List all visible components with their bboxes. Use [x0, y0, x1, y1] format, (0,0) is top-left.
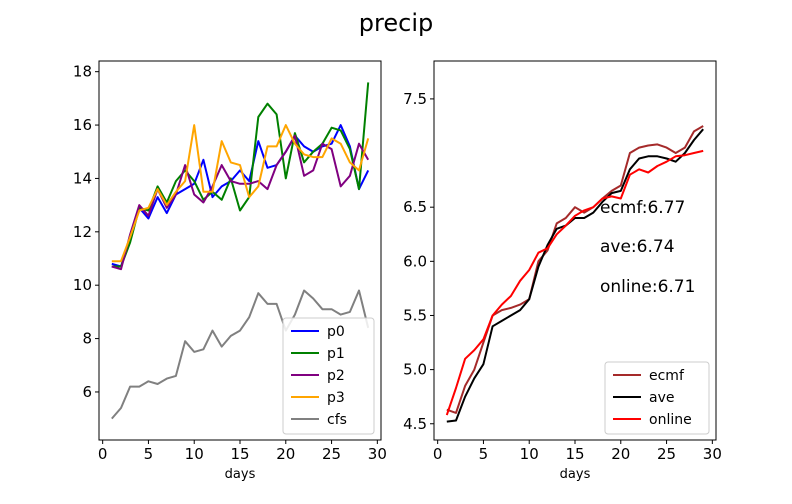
y-tick-label: 12 [73, 223, 92, 241]
x-tick-label: 5 [144, 445, 154, 463]
legend-box [282, 317, 375, 435]
x-axis-label: days [225, 467, 256, 482]
y-tick-label: 14 [73, 169, 92, 187]
series-line-p1 [111, 82, 370, 268]
y-tick-label: 5.5 [403, 306, 427, 324]
x-tick-label: 15 [565, 445, 584, 463]
legend-label-p3: p3 [327, 390, 345, 406]
legend-label-p1: p1 [327, 346, 345, 362]
y-tick-label: 4.5 [403, 415, 427, 433]
series-line-p3 [111, 124, 370, 263]
annotation-text: online:6.71 [600, 277, 695, 297]
y-tick-label: 6.5 [403, 198, 427, 216]
y-tick-label: 6 [82, 383, 92, 401]
y-tick-label: 7.5 [403, 90, 427, 108]
series-line-p0 [111, 124, 370, 268]
y-tick-label: 8 [82, 330, 92, 348]
x-tick-label: 20 [611, 445, 630, 463]
x-tick-label: 25 [322, 445, 341, 463]
x-tick-label: 20 [276, 445, 295, 463]
y-tick-label: 10 [73, 276, 92, 294]
right-chart-panel: 0 5 10 15 20 25 30 4.5 5.0 5.5 6.0 6.5 7.5 days ecmf:6… [403, 60, 722, 482]
series-line-ave [446, 128, 704, 423]
series-line-p2 [111, 134, 370, 271]
legend-label-online: online [649, 412, 692, 428]
legend-box [604, 361, 710, 435]
x-tick-label: 10 [520, 445, 539, 463]
x-tick-label: 15 [230, 445, 249, 463]
x-tick-label: 0 [98, 445, 108, 463]
legend-label-p2: p2 [327, 368, 345, 384]
y-tick-label: 18 [73, 63, 92, 81]
legend-label-cfs: cfs [327, 412, 347, 428]
x-tick-label: 5 [479, 445, 489, 463]
y-tick-label: 6.0 [403, 252, 427, 270]
annotation-text: ave:6.74 [600, 237, 675, 257]
legend-label-ave: ave [649, 390, 674, 406]
x-tick-label: 25 [657, 445, 676, 463]
figure-title: precip [359, 9, 433, 37]
series-line-online [445, 149, 704, 416]
legend-label-p0: p0 [327, 324, 345, 340]
y-tick-label: 16 [73, 116, 92, 134]
x-tick-label: 30 [368, 445, 387, 463]
x-axis-label: days [560, 467, 591, 482]
legend-label-ecmf: ecmf [649, 368, 685, 384]
x-tick-label: 0 [433, 445, 443, 463]
y-tick-label: 5.0 [403, 361, 427, 379]
left-chart-panel: 0 5 10 15 20 25 30 6 8 10 12 14 16 18 days p0 p1 p2 p3 cfs [73, 60, 387, 482]
annotation-text: ecmf:6.77 [600, 198, 685, 218]
x-tick-label: 30 [703, 445, 722, 463]
x-tick-label: 10 [185, 445, 204, 463]
series-line-cfs [111, 289, 370, 420]
